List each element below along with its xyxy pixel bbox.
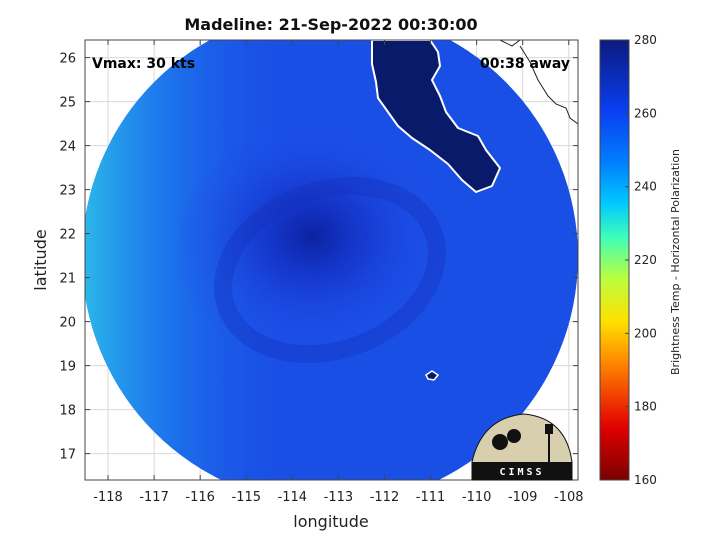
logo-text: CIMSS: [499, 467, 544, 478]
x-tick-label: -117: [139, 490, 169, 505]
y-tick-label: 19: [59, 360, 76, 375]
x-tick-label: -112: [370, 490, 400, 505]
spiral-band: [214, 176, 446, 364]
x-tick-label: -109: [508, 490, 538, 505]
x-tick-label: -116: [185, 490, 215, 505]
y-tick-label: 26: [59, 52, 76, 67]
x-tick-label: -113: [324, 490, 354, 505]
land-baja-california: [371, 40, 501, 193]
colorbar-tick-label: 240: [634, 180, 657, 194]
colorbar-tick-label: 200: [634, 326, 657, 340]
x-tick-label: -118: [93, 490, 123, 505]
chart-title: Madeline: 21-Sep-2022 00:30:00: [184, 15, 477, 34]
microwave-swath: [85, 40, 578, 480]
colorbar-tick-label: 160: [634, 473, 657, 487]
coastline-mainland: [499, 40, 578, 125]
x-tick-label: -111: [416, 490, 446, 505]
x-tick-label: -115: [232, 490, 262, 505]
colorbar-tick-label: 180: [634, 400, 657, 414]
y-tick-label: 22: [59, 228, 76, 243]
y-tick-label: 24: [59, 140, 76, 155]
colorbar-tick-label: 260: [634, 106, 657, 120]
y-tick-label: 25: [59, 96, 76, 111]
x-tick-label: -108: [554, 490, 584, 505]
y-tick-label: 23: [59, 184, 76, 199]
y-tick-label: 21: [59, 272, 76, 287]
y-tick-label: 17: [59, 448, 76, 463]
tower-leg: [548, 434, 550, 462]
logo-band: [472, 462, 572, 480]
satellite-dish-icon: [492, 434, 508, 450]
storm-core: [178, 128, 458, 368]
colorbar-tick-label: 280: [634, 33, 657, 47]
satellite-dish-icon-2: [507, 429, 521, 443]
colorbar-label: Brightness Temp - Horizontal Polarizatio…: [669, 149, 682, 375]
water-tower-icon: [545, 424, 553, 434]
x-axis-label: longitude: [293, 512, 368, 531]
y-axis-label: latitude: [31, 229, 50, 290]
colorbar-ticks: 160 180 200 220 240 260 280: [625, 33, 657, 487]
x-tick-label: -114: [278, 490, 308, 505]
x-tick-labels: -118 -117 -116 -115 -114 -113 -112 -111 -110 -109…: [93, 40, 584, 505]
colorbar: [599, 39, 630, 481]
y-tick-labels: 17 18 19 20 21 22 23 24 25 26: [59, 52, 578, 463]
vmax-label: Vmax: 30 kts: [92, 56, 195, 72]
colorbar-tick-label: 220: [634, 253, 657, 267]
x-tick-label: -110: [462, 490, 492, 505]
axes-frame: [84, 39, 579, 481]
coastline-island: [425, 370, 440, 381]
time-offset-label: 00:38 away: [480, 56, 570, 72]
y-tick-label: 20: [59, 316, 76, 331]
y-tick-label: 18: [59, 404, 76, 419]
cimss-logo: CIMSS: [471, 413, 573, 481]
